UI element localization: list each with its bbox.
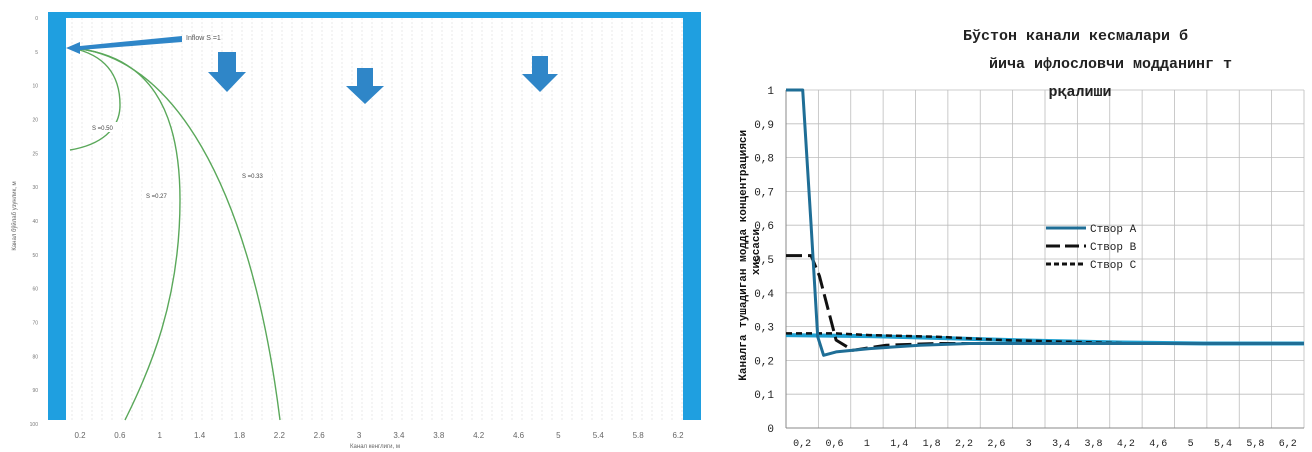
top-bank bbox=[66, 12, 683, 18]
left-y-tick-label: 30 bbox=[32, 185, 38, 191]
left-y-tick-label: 60 bbox=[32, 287, 38, 293]
left-bank bbox=[48, 12, 66, 420]
left-x-tick-label: 4.6 bbox=[513, 431, 525, 440]
y-axis-title: Каналга тушадиган модда концентрацияси х… bbox=[738, 123, 763, 380]
left-x-tick-label: 4.2 bbox=[473, 431, 485, 440]
x-tick-label: 1,4 bbox=[890, 439, 908, 450]
left-x-tick-label: 2.2 bbox=[274, 431, 286, 440]
left-y-tick-label: 100 bbox=[30, 422, 39, 428]
curve-label-box bbox=[238, 170, 272, 180]
y-tick-label: 0,9 bbox=[754, 120, 774, 132]
y-tick-label: 0,3 bbox=[754, 323, 774, 335]
left-x-axis-title: Канал кенглиги, м bbox=[350, 444, 400, 450]
y-tick-label: 0,6 bbox=[754, 221, 774, 233]
left-y-tick-label: 0 bbox=[35, 16, 38, 22]
left-y-tick-label: 10 bbox=[32, 84, 38, 90]
x-tick-label: 0,2 bbox=[793, 439, 811, 450]
left-y-tick-label: 5 bbox=[35, 50, 38, 56]
legend-label-c: Створ С bbox=[1090, 260, 1137, 272]
curve-label-033: S =0.33 bbox=[242, 174, 264, 180]
left-y-tick-label: 80 bbox=[32, 354, 38, 360]
left-x-tick-label: 1.8 bbox=[234, 431, 246, 440]
right-grid bbox=[785, 89, 1305, 429]
curve-s033 bbox=[71, 47, 281, 421]
x-tick-label: 5 bbox=[1188, 439, 1194, 450]
curve-s027 bbox=[71, 47, 181, 421]
y-tick-label: 0 bbox=[767, 424, 774, 436]
chart-title-line-1: Бўстон канали кесмалари б bbox=[963, 28, 1188, 45]
left-chart-panel: 0 5 10 20 25 30 40 50 60 70 80 90 100 0.2 0.6 1 1.4 1.8 2… bbox=[11, 12, 701, 450]
left-x-tick-label: 0.2 bbox=[74, 431, 86, 440]
left-x-tick-label: 3.8 bbox=[433, 431, 445, 440]
left-y-tick-label: 50 bbox=[32, 253, 38, 259]
y-tick-label: 0,4 bbox=[754, 289, 774, 301]
left-x-tick-label: 1 bbox=[158, 431, 163, 440]
y-tick-label: 0,5 bbox=[754, 255, 774, 267]
curve-label-050: S =0.50 bbox=[92, 126, 114, 132]
inflow-label: Inflow S =1 bbox=[186, 35, 221, 42]
x-tick-label: 4,2 bbox=[1117, 439, 1135, 450]
y-tick-label: 0,8 bbox=[754, 154, 774, 166]
left-y-tick-label: 70 bbox=[32, 321, 38, 327]
y-axis-title-line-1: Каналга тушадиган модда концентрацияси bbox=[738, 130, 750, 381]
x-tick-label: 6,2 bbox=[1279, 439, 1297, 450]
left-arrow-icon bbox=[66, 36, 182, 54]
legend: Створ А Створ В Створ С bbox=[1046, 224, 1137, 272]
y-tick-label: 1 bbox=[767, 86, 774, 98]
x-tick-label: 0,6 bbox=[826, 439, 844, 450]
series-line-a bbox=[786, 88, 1304, 357]
y-tick-label: 0,1 bbox=[754, 390, 774, 402]
x-tick-label: 1,8 bbox=[923, 439, 941, 450]
left-x-tick-label: 5.4 bbox=[593, 431, 605, 440]
left-x-tick-label: 5.8 bbox=[633, 431, 645, 440]
right-bank bbox=[683, 12, 701, 420]
down-arrow-icon bbox=[346, 68, 384, 104]
left-x-tick-label: 3 bbox=[357, 431, 362, 440]
down-arrow-icon bbox=[208, 52, 246, 92]
down-arrow-icon bbox=[522, 56, 558, 92]
left-x-tick-label: 3.4 bbox=[393, 431, 405, 440]
x-tick-label: 2,6 bbox=[987, 439, 1005, 450]
left-y-tick-label: 90 bbox=[32, 388, 38, 394]
chart-title-line-2: йича ифлословчи модданинг т bbox=[989, 56, 1232, 73]
curve-label-027: S =0.27 bbox=[146, 194, 168, 200]
left-y-tick-label: 25 bbox=[32, 151, 38, 157]
right-series bbox=[785, 88, 1304, 357]
curve-s050 bbox=[69, 47, 121, 151]
y-tick-label: 0,7 bbox=[754, 187, 774, 199]
x-tick-label: 3,4 bbox=[1052, 439, 1070, 450]
x-tick-label: 5,8 bbox=[1246, 439, 1264, 450]
x-tick-label: 4,6 bbox=[1149, 439, 1167, 450]
left-grid bbox=[71, 18, 683, 420]
left-x-ticks: 0.2 0.6 1 1.4 1.8 2.2 2.6 3 3.4 3.8 4.2 4.6 5 5.4 5.8 6… bbox=[74, 431, 684, 440]
right-chart-panel: 0 0,1 0,2 0,3 0,4 0,5 0,6 0,7 0,8 0,9 1 0,2 0,6 1 1,4… bbox=[708, 0, 1312, 452]
right-y-ticks: 0 0,1 0,2 0,3 0,4 0,5 0,6 0,7 0,8 0,9 1 bbox=[754, 86, 774, 436]
left-y-tick-label: 40 bbox=[32, 219, 38, 225]
line-chart-svg: 0 0,1 0,2 0,3 0,4 0,5 0,6 0,7 0,8 0,9 1 0,2 0,6 1 1,4… bbox=[738, 28, 1305, 450]
chart-title: Бўстон канали кесмалари б йича ифлословч… bbox=[963, 28, 1241, 101]
right-x-ticks: 0,2 0,6 1 1,4 1,8 2,2 2,6 3 3,4 3,8 4,2 4,6 5 5,4 5,8 6… bbox=[793, 439, 1297, 450]
legend-label-b: Створ В bbox=[1090, 242, 1137, 254]
left-y-tick-label: 20 bbox=[32, 118, 38, 124]
y-axis-title-line-2: хиссаси bbox=[751, 229, 763, 275]
left-chart-svg: 0 5 10 20 25 30 40 50 60 70 80 90 100 0.2 0.6 1 1.4 1.8 2… bbox=[11, 12, 701, 450]
left-x-tick-label: 6.2 bbox=[672, 431, 684, 440]
x-tick-label: 3,8 bbox=[1085, 439, 1103, 450]
left-y-axis-title: Канал бўйлаб узунлик, м bbox=[11, 181, 18, 250]
left-x-tick-label: 0.6 bbox=[114, 431, 126, 440]
x-tick-label: 3 bbox=[1026, 439, 1032, 450]
curve-label-box bbox=[88, 122, 122, 132]
left-x-tick-label: 2.6 bbox=[314, 431, 326, 440]
x-tick-label: 5,4 bbox=[1214, 439, 1232, 450]
y-tick-label: 0,2 bbox=[754, 356, 774, 368]
curve-label-box bbox=[142, 190, 176, 200]
left-x-tick-label: 1.4 bbox=[194, 431, 206, 440]
x-tick-label: 1 bbox=[864, 439, 870, 450]
left-x-tick-label: 5 bbox=[556, 431, 561, 440]
legend-label-a: Створ А bbox=[1090, 224, 1137, 236]
chart-title-line-3: рқалиши bbox=[1048, 84, 1111, 101]
x-tick-label: 2,2 bbox=[955, 439, 973, 450]
left-y-ticks: 0 5 10 20 25 30 40 50 60 70 80 90 100 bbox=[30, 16, 39, 428]
